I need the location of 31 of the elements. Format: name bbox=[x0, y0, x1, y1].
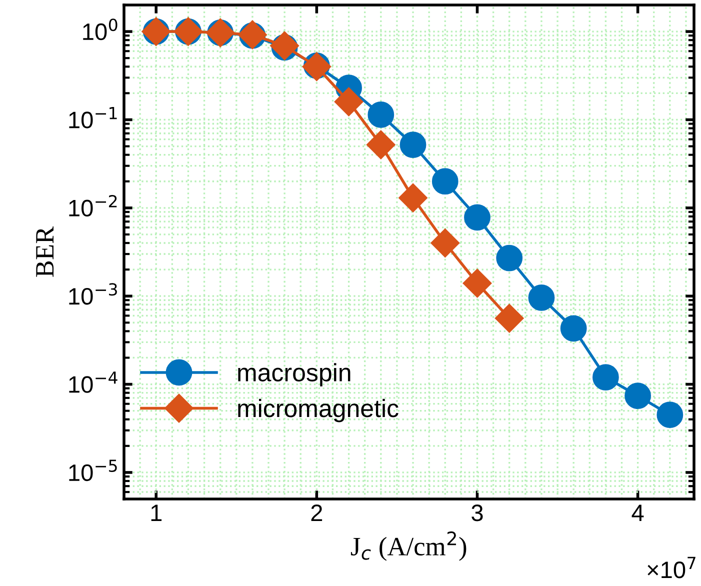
point bbox=[400, 132, 426, 158]
point bbox=[528, 284, 555, 311]
y-tick-label: 10$^{−5}$ bbox=[69, 460, 117, 482]
point bbox=[656, 402, 684, 428]
point bbox=[334, 87, 364, 116]
point bbox=[366, 130, 396, 160]
point bbox=[462, 268, 492, 298]
point bbox=[496, 244, 523, 272]
y-axis-title: BER bbox=[36, 226, 54, 277]
text: ×10$^{7}$ bbox=[648, 556, 696, 578]
x-tick-label: 3 bbox=[472, 504, 483, 522]
point bbox=[430, 228, 460, 258]
point bbox=[624, 382, 651, 409]
point bbox=[592, 364, 619, 390]
point bbox=[464, 204, 490, 231]
y-tick-label: 10$^{−1}$ bbox=[69, 107, 117, 128]
point bbox=[494, 304, 524, 333]
y-tick-label: 10$^{0}$ bbox=[83, 18, 118, 40]
point bbox=[432, 168, 458, 195]
y-tick-label: 10$^{−3}$ bbox=[69, 283, 117, 305]
y-tick-label: 10$^{−4}$ bbox=[69, 372, 118, 393]
x-tick-label: 1 bbox=[151, 504, 162, 521]
x-tick-label: 2 bbox=[311, 504, 322, 521]
legend-label: micromagnetic bbox=[238, 398, 398, 422]
x-tick-label: 4 bbox=[632, 504, 644, 521]
point bbox=[368, 102, 394, 128]
y-tick-label: 10$^{−2}$ bbox=[69, 194, 117, 217]
legend-label: macrospin bbox=[238, 363, 350, 386]
point bbox=[398, 183, 428, 212]
x-axis-title: J$_{c}$ (A/cm$^{2}$) bbox=[350, 531, 466, 561]
point bbox=[560, 315, 587, 342]
